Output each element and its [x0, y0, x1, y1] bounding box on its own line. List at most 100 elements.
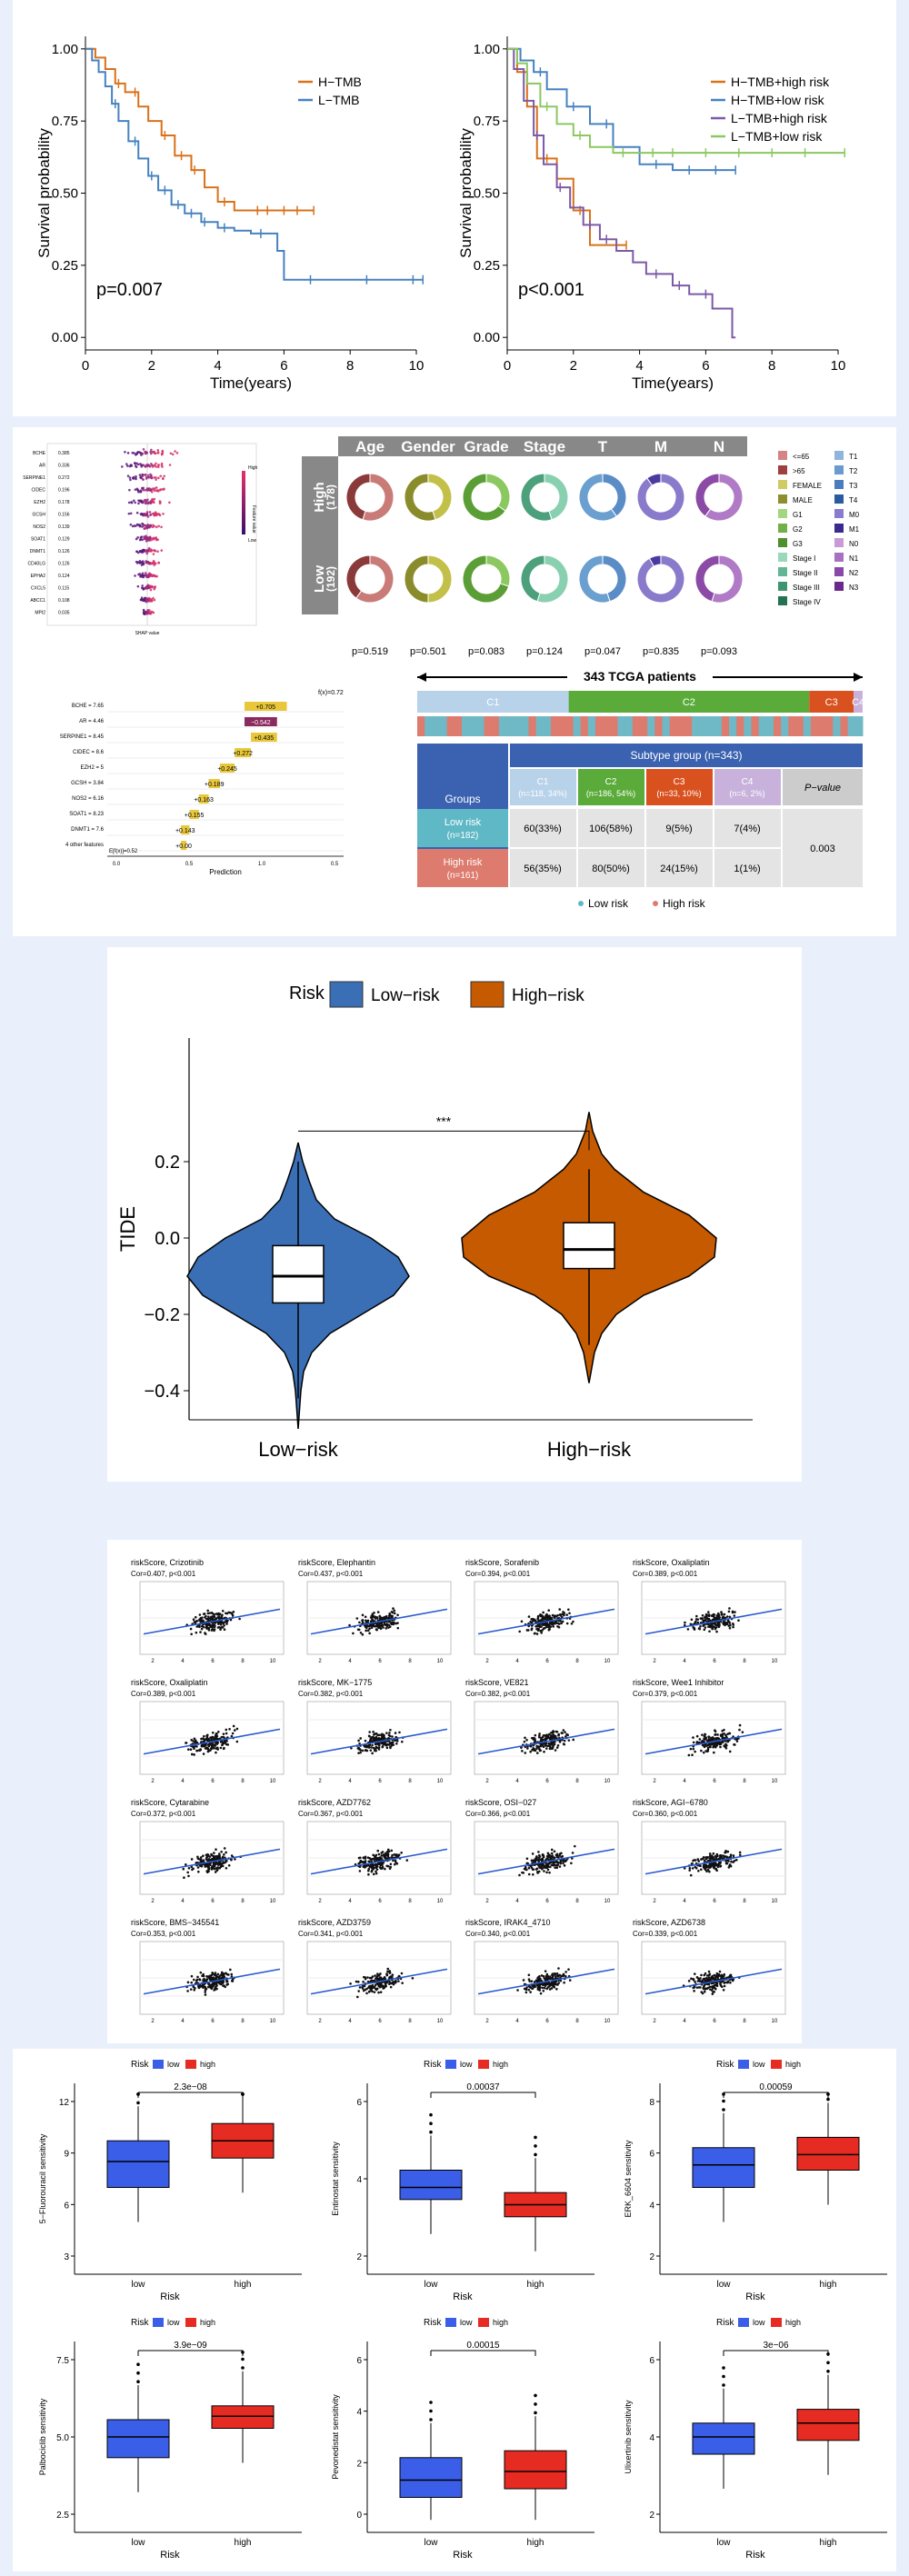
- scatter-point: [703, 1859, 706, 1862]
- shap-point: [129, 512, 133, 515]
- subtype-segment: [568, 691, 810, 713]
- shap-importance: 0.129: [58, 537, 70, 543]
- p-value: 0.00059: [759, 2082, 793, 2092]
- scatter-point: [520, 1620, 524, 1623]
- scatter-point: [548, 1977, 552, 1981]
- y-tick-label: 1.00: [474, 42, 500, 57]
- legend-label: Stage I: [793, 554, 815, 563]
- sig-bracket: [723, 2092, 829, 2098]
- legend-swatch-low: [329, 981, 364, 1008]
- shap-point: [145, 487, 149, 490]
- scatter-point: [692, 1736, 694, 1739]
- scatter-point: [567, 1739, 571, 1742]
- waterfall-xlabel: Prediction: [209, 868, 242, 876]
- scatter-point: [532, 1859, 535, 1862]
- scatter-xtick: 2: [151, 1899, 155, 1904]
- scatter-point: [393, 1852, 396, 1856]
- scatter-point: [572, 1620, 574, 1623]
- legend-label: N0: [849, 540, 859, 548]
- shap-point: [139, 524, 142, 527]
- scatter-point: [712, 1856, 715, 1859]
- scatter-point: [219, 1622, 223, 1626]
- shap-importance: 0.272: [58, 475, 70, 481]
- scatter-point: [196, 1866, 200, 1869]
- scatter-xtick: 10: [604, 1779, 611, 1784]
- scatter-point: [558, 1608, 562, 1611]
- scatter-point: [213, 1615, 216, 1619]
- scatter-point: [205, 1870, 208, 1872]
- scatter-point: [556, 1625, 559, 1628]
- scatter-point: [215, 1732, 218, 1735]
- shap-point: [155, 537, 157, 541]
- panel-drug-sensitivity: Risk low high 3 6 9 12 5−Fluorouracil sensitivi…: [13, 2049, 896, 2571]
- scatter-point: [530, 1866, 534, 1870]
- shap-point: [148, 464, 152, 468]
- legend-label: FEMALE: [793, 482, 822, 490]
- scatter-point: [362, 1865, 365, 1868]
- scatter-point: [693, 1627, 696, 1631]
- outlier: [136, 2380, 140, 2383]
- legend-low: low: [460, 2318, 473, 2327]
- scatter-point: [225, 1866, 228, 1870]
- y-tick-label: 0.00: [474, 330, 500, 345]
- risk-strip-cell: [610, 716, 618, 736]
- waterfall-base: E[f(x)]=0.52: [109, 849, 138, 854]
- risk-strip-cell: [469, 716, 477, 736]
- donut-slice: [536, 554, 569, 604]
- legend-swatch: [834, 509, 844, 518]
- scatter-point: [371, 1869, 374, 1872]
- scatter-point: [704, 1618, 707, 1622]
- scatter-point: [544, 1615, 548, 1619]
- scatter-title: riskScore, Oxaliplatin: [131, 1678, 208, 1687]
- subtype-label: C2: [683, 697, 695, 708]
- scatter-point: [372, 1853, 375, 1857]
- km-curves-svg: 0.000.250.500.751.000 2 4 6 8 10Time(years)Su…: [35, 36, 845, 392]
- scatter-point: [215, 1848, 217, 1851]
- scatter-point: [727, 1610, 731, 1613]
- shap-feature-label: NOS2: [33, 524, 45, 530]
- scatter-point: [198, 1978, 202, 1982]
- scatter-point: [213, 1867, 216, 1871]
- scatter-point: [707, 1976, 711, 1979]
- scatter-point: [559, 1613, 562, 1617]
- scatter-xtick: 2: [318, 2019, 322, 2024]
- shap-feature-label: BCHE: [33, 451, 46, 456]
- scatter-point: [393, 1609, 396, 1612]
- waterfall-tick: 0.5: [185, 862, 194, 867]
- scatter-point: [386, 1742, 389, 1746]
- scatter-point: [557, 1861, 560, 1864]
- scatter-point: [206, 1862, 210, 1865]
- scatter-xtick: 6: [378, 1659, 382, 1664]
- shap-point: [145, 549, 149, 552]
- waterfall-value: +0.245: [217, 766, 237, 773]
- scatter-point: [366, 1976, 369, 1979]
- risk-strip-cell: [714, 716, 723, 736]
- scatter-xtick: 4: [348, 2019, 352, 2024]
- scatter-point: [694, 1867, 698, 1870]
- scatter-point: [372, 1866, 375, 1869]
- scatter-point: [694, 1618, 698, 1621]
- scatter-point: [703, 1990, 706, 1993]
- scatter-point: [195, 1741, 199, 1744]
- scatter-point: [195, 1749, 199, 1752]
- scatter-point: [376, 1742, 380, 1746]
- scatter-stat: Cor=0.389, p<0.001: [633, 1570, 698, 1578]
- scatter-point: [544, 1978, 547, 1982]
- scatter-point: [362, 1861, 365, 1864]
- y-axis-label: Pevonedistat sensitivity: [331, 2394, 340, 2480]
- shap-point: [128, 488, 131, 492]
- scatter-point: [570, 1857, 574, 1860]
- scatter-point: [187, 1874, 190, 1878]
- scatter-point: [213, 1989, 215, 1992]
- scatter-point: [207, 1982, 211, 1985]
- scatter-point: [712, 1737, 715, 1741]
- scatter-point: [364, 1615, 367, 1619]
- scatter-xtick: 2: [653, 2019, 656, 2024]
- shap-point: [141, 525, 144, 528]
- legend-label: >65: [793, 467, 805, 475]
- waterfall-bar: [244, 702, 287, 711]
- scatter-point: [542, 1866, 545, 1869]
- box-iqr: [563, 1222, 615, 1270]
- shap-point: [153, 476, 155, 479]
